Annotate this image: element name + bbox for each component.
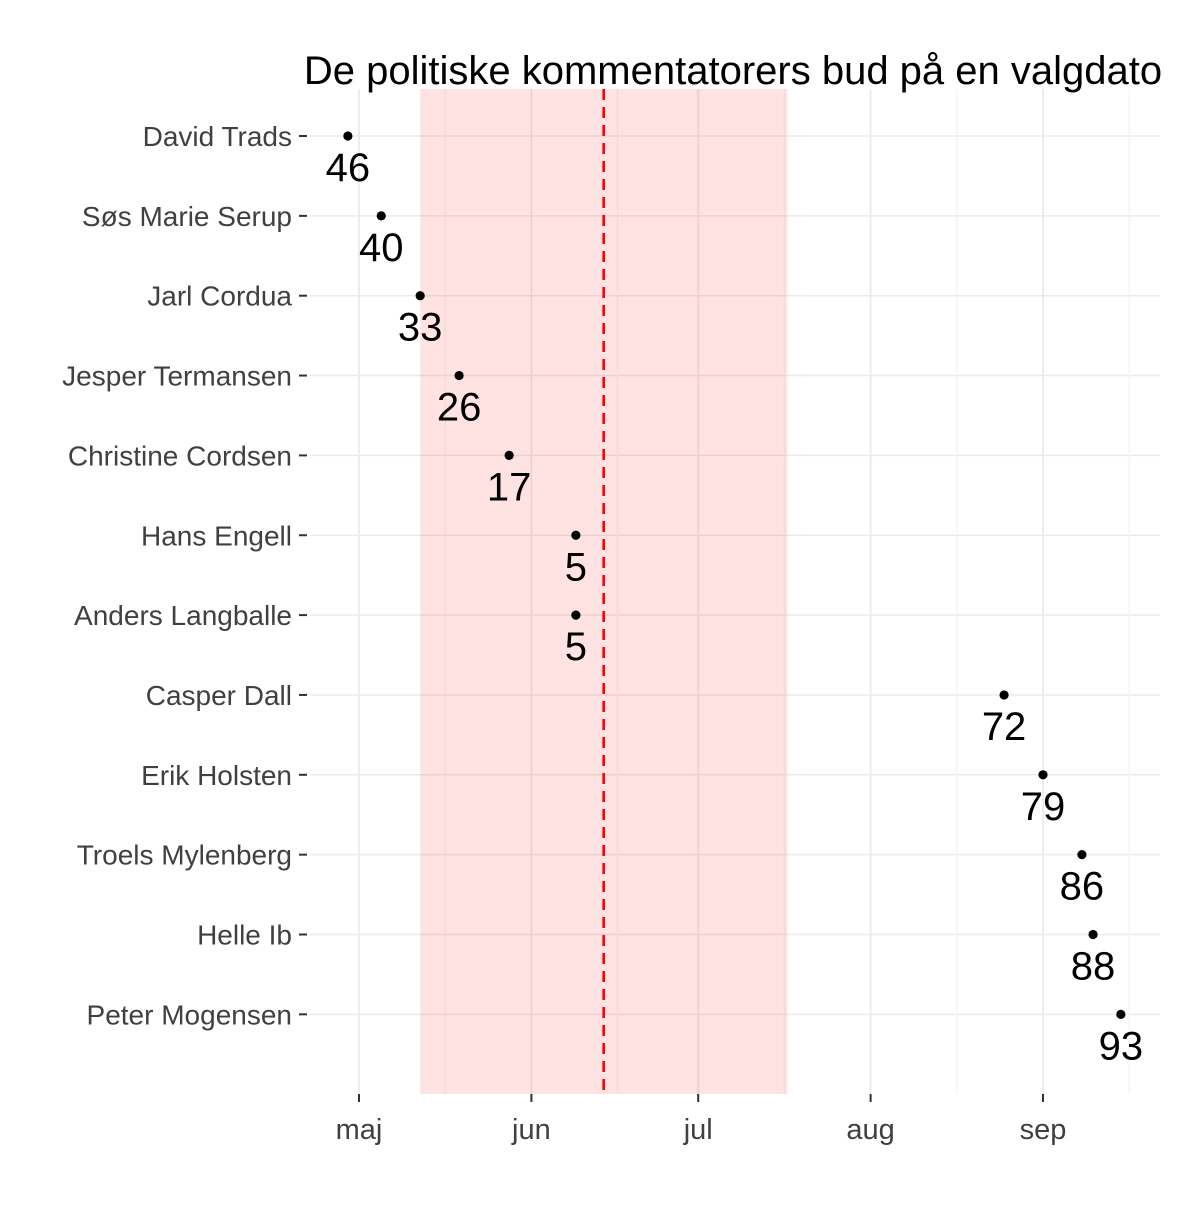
data-point [1116, 1009, 1126, 1019]
y-axis-label: Anders Langballe [74, 600, 292, 631]
value-label: 93 [1099, 1024, 1144, 1068]
data-point [999, 690, 1009, 700]
data-point [1038, 770, 1048, 780]
value-label: 40 [359, 226, 404, 270]
y-axis-label: David Trads [143, 121, 292, 152]
data-point [504, 450, 514, 460]
annotations-layer [420, 89, 788, 1094]
value-label: 26 [437, 386, 482, 430]
y-axis-label: Jarl Cordua [147, 281, 292, 312]
x-axis-label: jun [511, 1114, 551, 1146]
value-label: 33 [398, 306, 443, 350]
y-axis-label: Christine Cordsen [68, 440, 292, 471]
value-label: 5 [565, 545, 587, 589]
data-point [454, 370, 464, 381]
y-axis-label: Troels Mylenberg [77, 840, 292, 871]
data-point [1077, 850, 1087, 860]
y-axis-label: Erik Holsten [141, 760, 292, 791]
x-axis-label: maj [336, 1114, 383, 1146]
value-label: 46 [326, 146, 371, 190]
y-axis-label: Hans Engell [141, 520, 292, 551]
y-axis-label: Peter Mogensen [87, 999, 292, 1030]
axes-layer: maj jun jul aug sep David Trads Søs Marie Seru… [62, 121, 1066, 1146]
y-axis-label: Jesper Termansen [62, 361, 292, 392]
value-label: 88 [1071, 945, 1116, 989]
x-axis-label: aug [846, 1114, 894, 1146]
y-axis-label: Søs Marie Serup [82, 201, 292, 232]
value-label: 79 [1021, 785, 1066, 829]
value-label: 72 [982, 705, 1027, 749]
data-point [571, 610, 581, 620]
x-axis-label: sep [1020, 1114, 1067, 1146]
y-axis-label: Casper Dall [146, 680, 292, 711]
y-axis-label: Helle Ib [197, 920, 292, 951]
gridlines-layer [310, 89, 1160, 1094]
data-point [415, 291, 425, 301]
data-point [343, 131, 353, 141]
data-point [1088, 929, 1098, 940]
value-label: 5 [565, 625, 587, 669]
data-point [376, 211, 386, 221]
data-point [571, 530, 581, 540]
chart-title: De politiske kommentatorers bud på en va… [304, 49, 1162, 93]
value-label: 86 [1060, 865, 1105, 909]
x-axis-label: jul [683, 1114, 713, 1146]
value-label: 17 [487, 465, 532, 509]
